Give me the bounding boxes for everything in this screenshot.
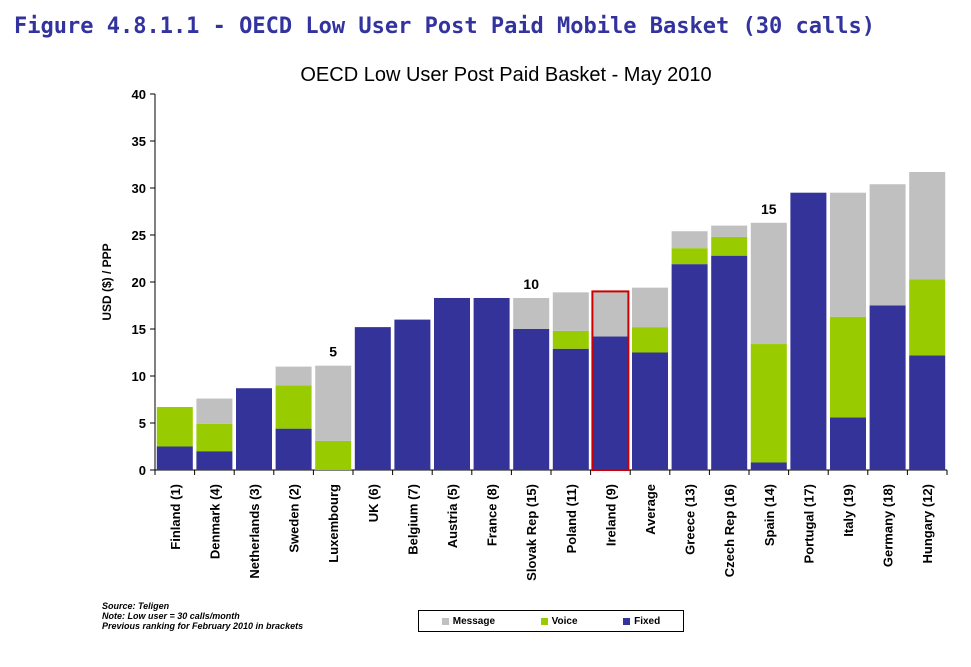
y-tick-label-15: 15 bbox=[132, 322, 146, 337]
bar-fixed-spain-14 bbox=[750, 462, 787, 470]
bar-message-spain-14 bbox=[750, 222, 787, 345]
legend-item-voice: Voice bbox=[540, 615, 578, 627]
bar-fixed-austria-5 bbox=[434, 297, 470, 470]
x-label-greece-13: Greece (13) bbox=[683, 484, 698, 555]
y-tick-label-20: 20 bbox=[132, 275, 146, 290]
bar-voice-denmark-4 bbox=[196, 423, 233, 452]
ranking-note: Previous ranking for February 2010 in br… bbox=[102, 621, 304, 631]
bar-message-ireland-9 bbox=[592, 291, 629, 337]
bar-fixed-italy-19 bbox=[830, 417, 866, 470]
x-label-portugal-17: Portugal (17) bbox=[801, 484, 816, 563]
legend-item-message: Message bbox=[441, 615, 496, 627]
chart-notes: Source: Teligen Note: Low user = 30 call… bbox=[102, 601, 303, 631]
x-label-denmark-4: Denmark (4) bbox=[207, 484, 222, 559]
bar-voice-czech-rep-16 bbox=[711, 236, 748, 256]
x-label-france-8: France (8) bbox=[485, 484, 500, 546]
annotation-spain-14: 15 bbox=[761, 201, 777, 217]
y-tick-label-5: 5 bbox=[139, 416, 146, 431]
bar-voice-sweden-2 bbox=[275, 385, 312, 429]
x-label-slovak-rep-15: Slovak Rep (15) bbox=[524, 484, 539, 581]
bar-fixed-slovak-rep-15 bbox=[513, 329, 550, 470]
y-tick-label-35: 35 bbox=[132, 134, 146, 149]
x-label-hungary-12: Hungary (12) bbox=[920, 484, 935, 563]
x-label-czech-rep-16: Czech Rep (16) bbox=[722, 484, 737, 577]
x-label-belgium-7: Belgium (7) bbox=[405, 484, 420, 555]
bar-message-czech-rep-16 bbox=[711, 225, 748, 237]
bar-fixed-finland-1 bbox=[156, 446, 193, 470]
bar-voice-spain-14 bbox=[750, 344, 787, 463]
legend-label-voice: Voice bbox=[551, 615, 578, 627]
legend-swatch-fixed bbox=[623, 617, 631, 625]
bar-fixed-sweden-2 bbox=[275, 428, 312, 470]
y-tick-label-10: 10 bbox=[132, 369, 146, 384]
source-note: Source: Teligen bbox=[102, 601, 170, 611]
chart-title: OECD Low User Post Paid Basket - May 201… bbox=[300, 64, 711, 86]
bar-fixed-uk-6 bbox=[354, 327, 391, 470]
x-label-germany-18: Germany (18) bbox=[881, 484, 896, 567]
bar-fixed-poland-11 bbox=[552, 348, 589, 470]
bar-message-average bbox=[632, 287, 668, 328]
bar-message-denmark-4 bbox=[196, 398, 233, 424]
legend-swatch-voice bbox=[540, 617, 548, 625]
bar-message-slovak-rep-15 bbox=[513, 297, 550, 329]
bar-fixed-portugal-17 bbox=[790, 192, 827, 470]
bar-fixed-germany-18 bbox=[869, 305, 906, 470]
figure-caption: Figure 4.8.1.1 - OECD Low User Post Paid… bbox=[14, 14, 875, 39]
x-label-sweden-2: Sweden (2) bbox=[287, 484, 302, 553]
annotation-luxembourg: 5 bbox=[329, 344, 337, 360]
bar-voice-poland-11 bbox=[552, 330, 589, 349]
bar-fixed-denmark-4 bbox=[196, 451, 233, 470]
bar-fixed-average bbox=[632, 352, 668, 470]
x-label-poland-11: Poland (11) bbox=[564, 484, 579, 553]
bar-fixed-czech-rep-16 bbox=[711, 255, 748, 470]
x-label-spain-14: Spain (14) bbox=[762, 484, 777, 546]
low-user-note: Note: Low user = 30 calls/month bbox=[102, 611, 240, 621]
highlight-box-ireland-9 bbox=[591, 290, 630, 471]
bar-fixed-france-8 bbox=[473, 297, 510, 470]
bar-voice-finland-1 bbox=[156, 407, 193, 447]
legend-label-fixed: Fixed bbox=[634, 615, 661, 627]
bar-message-luxembourg bbox=[315, 365, 352, 441]
y-tick-label-25: 25 bbox=[132, 228, 146, 243]
x-label-luxembourg: Luxembourg bbox=[326, 484, 341, 563]
bar-fixed-ireland-9 bbox=[592, 336, 629, 470]
bar-message-germany-18 bbox=[869, 184, 906, 306]
y-tick-label-30: 30 bbox=[132, 181, 146, 196]
x-label-austria-5: Austria (5) bbox=[445, 484, 460, 548]
bar-voice-hungary-12 bbox=[909, 279, 946, 356]
bar-fixed-belgium-7 bbox=[394, 319, 431, 470]
y-axis-label: USD ($) / PPP bbox=[100, 243, 114, 320]
bar-message-hungary-12 bbox=[909, 172, 946, 280]
bar-fixed-greece-13 bbox=[671, 264, 708, 470]
x-label-uk-6: UK (6) bbox=[366, 484, 381, 522]
x-label-netherlands-3: Netherlands (3) bbox=[247, 484, 262, 579]
chart-legend: Message Voice Fixed bbox=[418, 610, 684, 632]
x-label-average: Average bbox=[643, 484, 658, 535]
x-label-ireland-9: Ireland (9) bbox=[603, 484, 618, 546]
annotation-slovak-rep-15: 10 bbox=[523, 276, 539, 292]
bar-voice-average bbox=[632, 327, 668, 353]
y-tick-label-40: 40 bbox=[132, 87, 146, 102]
bar-message-sweden-2 bbox=[275, 366, 312, 386]
bar-message-poland-11 bbox=[552, 292, 589, 331]
bar-message-greece-13 bbox=[671, 231, 708, 249]
legend-item-fixed: Fixed bbox=[623, 616, 660, 627]
bar-voice-luxembourg bbox=[315, 440, 352, 470]
bar-voice-greece-13 bbox=[671, 248, 708, 265]
legend-swatch-message bbox=[441, 617, 449, 625]
x-label-italy-19: Italy (19) bbox=[841, 484, 856, 537]
legend-label-message: Message bbox=[452, 615, 496, 627]
bar-fixed-netherlands-3 bbox=[236, 388, 272, 470]
x-label-finland-1: Finland (1) bbox=[168, 484, 183, 550]
bar-fixed-hungary-12 bbox=[909, 355, 946, 470]
bar-voice-italy-19 bbox=[830, 316, 866, 418]
bar-message-italy-19 bbox=[830, 192, 866, 317]
y-tick-label-0: 0 bbox=[139, 463, 146, 478]
